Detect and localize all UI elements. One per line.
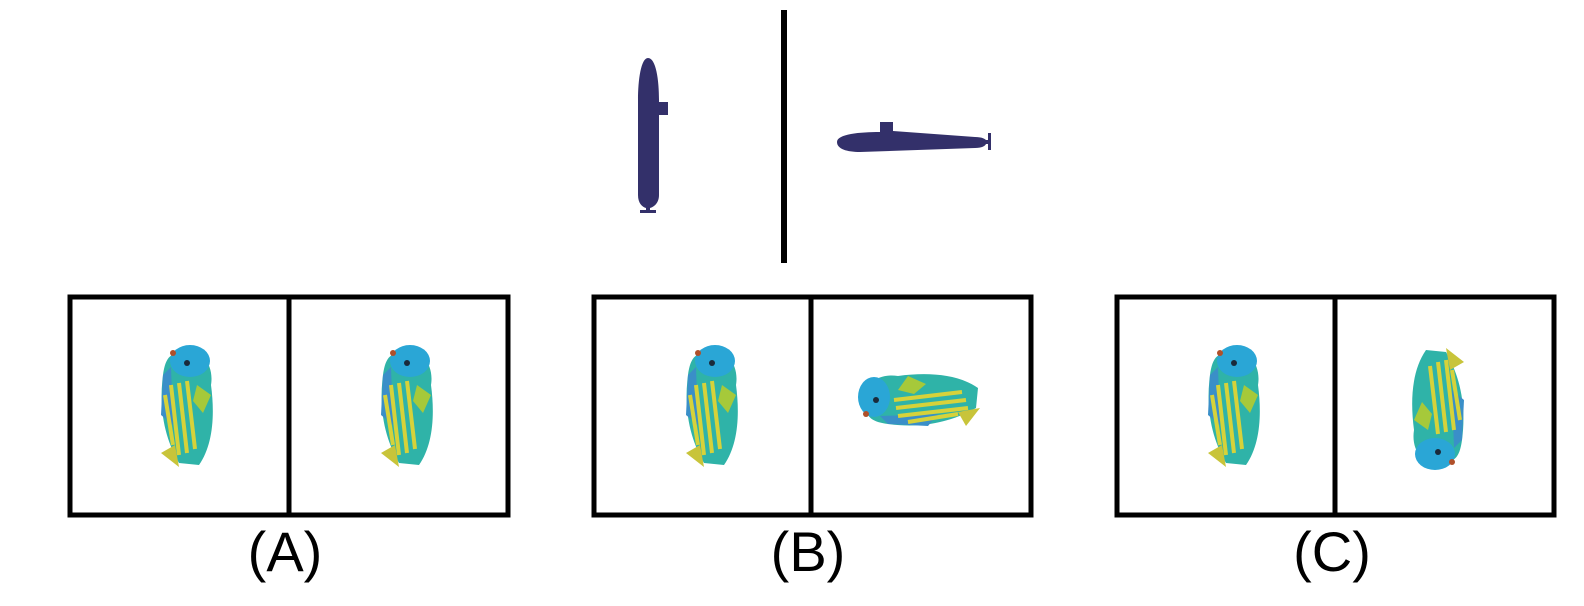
example <box>638 10 991 263</box>
divider <box>781 10 787 263</box>
submarine-vertical <box>638 58 668 213</box>
option-b[interactable]: (B) <box>591 294 1034 583</box>
submarine-horizontal <box>837 122 991 152</box>
option-label: (A) <box>248 520 323 583</box>
option-label: (B) <box>771 520 846 583</box>
option-label: (C) <box>1293 520 1371 583</box>
option-c[interactable]: (C) <box>1114 294 1557 583</box>
option-a[interactable]: (A) <box>67 294 511 583</box>
